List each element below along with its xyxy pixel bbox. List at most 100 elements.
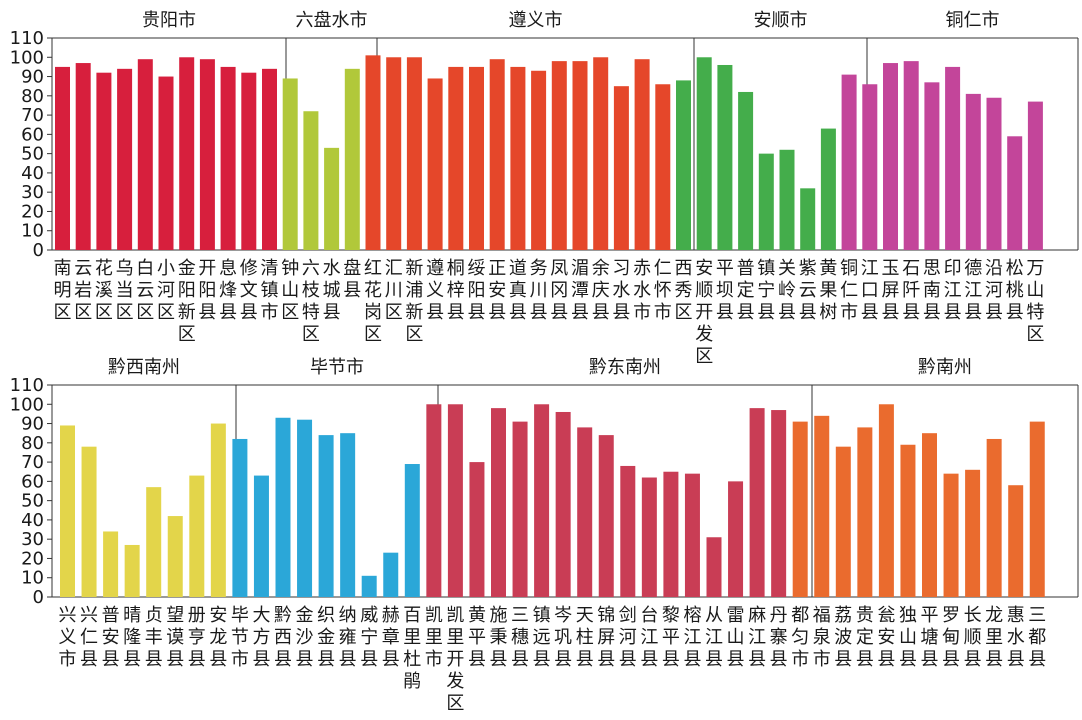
category-label: 镇远县 <box>533 605 551 670</box>
category-label: 小河区 <box>157 258 175 323</box>
category-label: 汇川区 <box>385 258 403 323</box>
bar <box>386 57 402 250</box>
category-label: 贵定县 <box>856 605 874 670</box>
category-label: 普安县 <box>102 605 120 670</box>
bar <box>275 417 291 597</box>
bar <box>365 55 381 250</box>
bar <box>555 411 571 597</box>
category-label: 安龙县 <box>209 605 227 670</box>
bar <box>986 438 1002 597</box>
category-label: 安顺开发区 <box>695 258 713 367</box>
category-label: 遵义县 <box>426 258 444 323</box>
bar <box>447 404 463 597</box>
category-label: 平坝县 <box>716 258 734 323</box>
group-title: 安顺市 <box>754 10 808 31</box>
bar <box>103 531 119 597</box>
bar <box>820 128 836 250</box>
bar <box>663 471 679 597</box>
category-label: 六枝特区 <box>302 258 320 345</box>
category-label: 兴仁县 <box>80 605 98 670</box>
bar <box>862 84 878 250</box>
bar <box>303 111 319 251</box>
row-1-y-tick-label: 20 <box>21 201 44 222</box>
category-label: 赤水市 <box>633 258 651 323</box>
row-1-y-tick-label: 40 <box>21 163 44 184</box>
category-label: 新浦新区 <box>405 258 423 345</box>
bar <box>81 446 97 597</box>
group-title: 贵阳市 <box>142 10 196 31</box>
category-label: 修文县 <box>240 258 258 323</box>
category-label: 云岩区 <box>74 258 92 323</box>
row-2-y-tick-label: 0 <box>33 587 44 608</box>
bar <box>489 59 505 251</box>
category-label: 黔西县 <box>274 605 292 670</box>
category-label: 花溪区 <box>95 258 113 323</box>
bar <box>706 537 722 597</box>
bar <box>696 57 712 250</box>
row-2-y-tick-label: 80 <box>21 433 44 454</box>
bar <box>903 61 919 250</box>
category-label: 册亨县 <box>188 605 206 670</box>
category-label: 清镇市 <box>261 258 279 323</box>
bar <box>253 475 269 597</box>
bar <box>158 76 174 250</box>
category-label: 独山县 <box>899 605 917 670</box>
row-1-y-tick-label: 70 <box>21 105 44 126</box>
category-label: 平塘县 <box>921 605 939 670</box>
bar <box>262 68 277 250</box>
group-title: 黔东南州 <box>589 357 661 378</box>
row-2-y-tick-label: 30 <box>21 529 44 550</box>
bar <box>676 80 691 251</box>
category-label: 毕节市 <box>231 605 249 670</box>
category-label: 雷山县 <box>727 605 745 670</box>
bar <box>841 74 857 250</box>
bar <box>779 149 795 250</box>
category-label: 天柱县 <box>576 605 594 670</box>
row-1-y-tick-label: 90 <box>21 67 44 88</box>
group-title: 毕节市 <box>310 357 364 378</box>
category-label: 黎平县 <box>662 605 680 670</box>
bar <box>469 462 485 597</box>
category-label: 钟山区 <box>281 258 299 323</box>
bar <box>189 475 205 597</box>
category-label: 长顺县 <box>964 605 982 670</box>
bar <box>340 433 356 597</box>
category-label: 荔波县 <box>834 605 852 670</box>
bar <box>179 57 195 250</box>
row-1-y-tick-label: 100 <box>10 47 44 68</box>
category-label: 金阳新区 <box>178 258 196 345</box>
category-label: 都匀市 <box>791 605 809 670</box>
category-label: 三都县 <box>1028 605 1046 670</box>
category-label: 红花岗区 <box>364 258 382 345</box>
bar <box>922 433 937 597</box>
row-2-y-tick-label: 40 <box>21 510 44 531</box>
row-1-y-tick-label: 0 <box>33 240 44 261</box>
bar <box>448 66 464 250</box>
category-label: 水城县 <box>323 258 341 323</box>
bar <box>593 57 609 250</box>
bar <box>361 575 377 597</box>
category-label: 万山特区 <box>1026 258 1044 345</box>
bar <box>577 427 593 597</box>
row-2-y-tick-label: 10 <box>21 568 44 589</box>
bar <box>297 419 313 597</box>
bar <box>771 410 787 597</box>
category-label: 德江县 <box>964 258 982 323</box>
category-label: 丹寨县 <box>770 605 788 670</box>
category-label: 沿河县 <box>985 258 1003 323</box>
category-label: 绥阳县 <box>468 258 486 323</box>
bar <box>510 66 526 250</box>
bar <box>1007 136 1023 250</box>
bar <box>598 435 614 597</box>
bar <box>800 188 816 250</box>
category-label: 石阡县 <box>902 258 920 323</box>
category-label: 镇宁县 <box>757 258 775 323</box>
bar <box>404 464 420 597</box>
bar <box>738 91 754 250</box>
bar <box>986 97 1002 250</box>
category-label: 惠水县 <box>1007 605 1025 670</box>
bar <box>406 57 422 250</box>
bar <box>383 552 399 597</box>
bar <box>758 153 774 250</box>
bar <box>572 61 588 250</box>
